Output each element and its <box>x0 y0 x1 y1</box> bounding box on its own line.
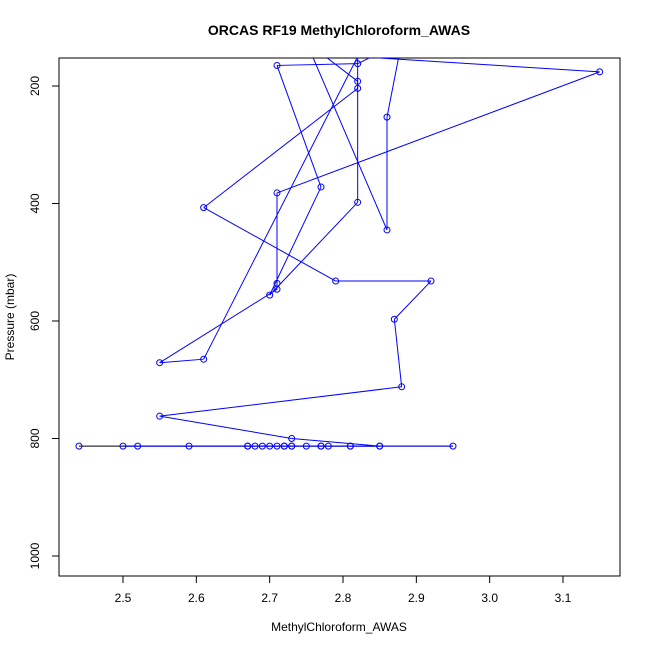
data-point <box>185 442 193 450</box>
data-point <box>383 113 391 121</box>
data-point <box>244 442 252 450</box>
x-axis: 2.5 2.6 2.7 2.8 2.9 3.0 3.1 <box>115 576 572 605</box>
series-segment <box>312 58 388 231</box>
series-segment <box>393 280 432 320</box>
data-point <box>354 60 362 68</box>
series-segment <box>276 65 322 188</box>
series-segment <box>159 415 292 439</box>
y-tick-label: 400 <box>28 193 42 213</box>
x-tick-label: 3.0 <box>481 591 498 605</box>
x-tick-label: 2.8 <box>335 591 352 605</box>
y-tick-label: 600 <box>28 311 42 331</box>
plot-frame <box>58 57 621 577</box>
data-point <box>302 442 310 450</box>
data-point <box>398 383 406 391</box>
series-segment <box>203 58 358 360</box>
data-point <box>75 442 83 450</box>
series-segment <box>276 71 600 194</box>
y-tick-label: 1000 <box>28 542 42 569</box>
series-segment <box>269 186 322 296</box>
data-point <box>273 442 281 450</box>
y-axis: 200 400 600 800 1000 <box>28 76 59 569</box>
data-point <box>449 442 457 450</box>
data-point <box>251 442 259 450</box>
data-point <box>317 183 325 191</box>
x-tick-label: 2.6 <box>188 591 205 605</box>
data-point <box>376 442 384 450</box>
data-point <box>156 412 164 420</box>
data-point <box>200 204 208 212</box>
data-point <box>280 442 288 450</box>
y-tick-label: 200 <box>28 76 42 96</box>
series-segment <box>393 319 403 387</box>
data-point <box>273 61 281 69</box>
data-point <box>596 68 604 76</box>
data-point <box>324 442 332 450</box>
series-segment <box>159 386 402 417</box>
data-point <box>317 442 325 450</box>
x-tick-label: 2.9 <box>408 591 425 605</box>
series-points <box>75 60 604 450</box>
data-point <box>288 442 296 450</box>
data-point <box>266 442 274 450</box>
series-segment <box>276 63 358 66</box>
series-segment <box>357 58 371 65</box>
series-segment <box>203 87 358 209</box>
x-tick-label: 3.1 <box>555 591 572 605</box>
data-point <box>258 442 266 450</box>
data-point <box>200 355 208 363</box>
data-point <box>273 285 281 293</box>
data-point <box>427 277 435 285</box>
data-point <box>354 198 362 206</box>
plot-area <box>75 42 604 450</box>
series-segment <box>159 288 278 364</box>
series-segment <box>326 58 358 82</box>
series-segment <box>386 58 400 118</box>
series-lines <box>79 42 600 447</box>
x-tick-label: 2.7 <box>261 591 278 605</box>
y-axis-label: Pressure (mbar) <box>3 274 17 361</box>
series-segment <box>371 58 600 73</box>
data-point <box>288 435 296 442</box>
series-segment <box>269 201 359 296</box>
chart-title: ORCAS RF19 MethylChloroform_AWAS <box>208 22 470 38</box>
x-tick-label: 2.5 <box>115 591 132 605</box>
data-point <box>273 189 281 197</box>
data-point <box>266 291 274 299</box>
x-axis-label: MethylChloroform_AWAS <box>271 620 407 634</box>
series-segment <box>291 438 380 447</box>
data-point <box>156 359 164 367</box>
data-point <box>354 84 362 92</box>
data-point <box>390 315 398 323</box>
data-point <box>332 277 340 285</box>
data-point <box>346 442 354 450</box>
series-segment <box>203 207 336 282</box>
series-segment <box>159 358 204 364</box>
series-segment <box>358 42 387 57</box>
data-point <box>119 442 127 450</box>
y-tick-label: 800 <box>28 428 42 448</box>
data-point <box>354 77 362 85</box>
data-point <box>383 226 391 234</box>
data-point <box>134 442 142 450</box>
